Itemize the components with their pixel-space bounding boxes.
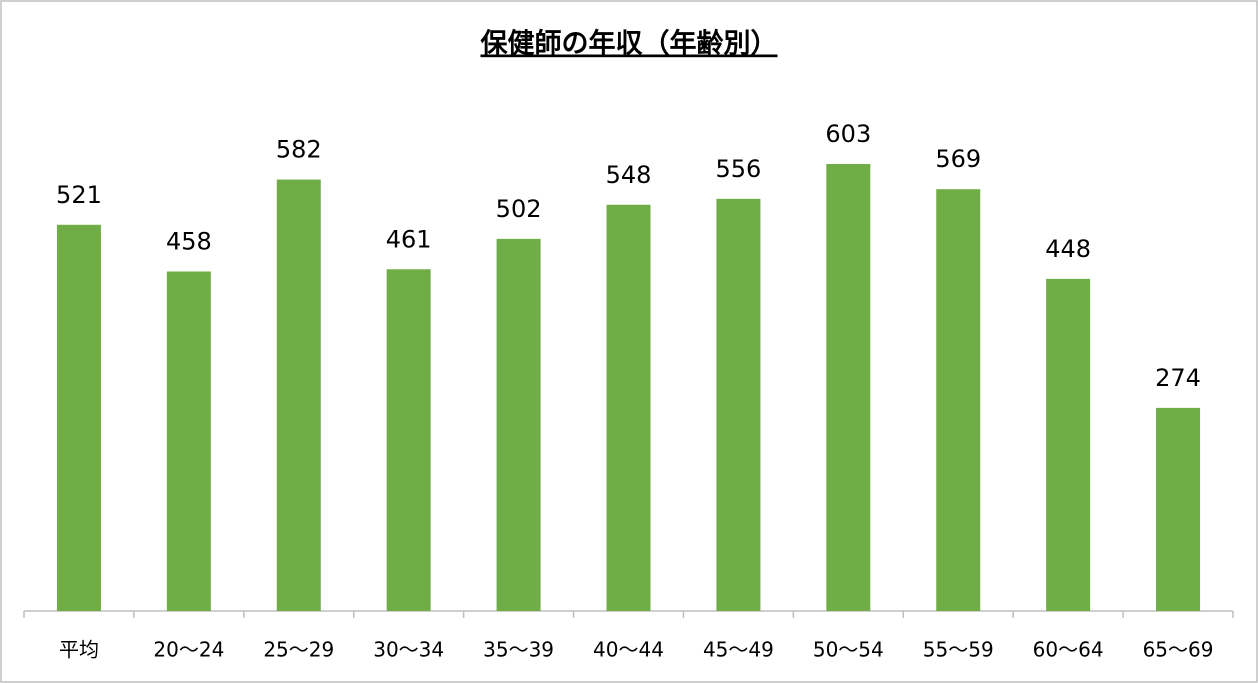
x-tick-label: 35〜39	[483, 638, 554, 662]
data-label: 582	[276, 136, 322, 164]
bar	[826, 164, 871, 611]
data-label: 458	[166, 227, 212, 255]
bar	[1046, 278, 1091, 611]
x-tick-label: 50〜54	[813, 638, 884, 662]
x-tick-label: 65〜69	[1143, 638, 1214, 662]
bar	[56, 224, 101, 611]
data-label: 548	[606, 161, 652, 189]
x-tick-label: 60〜64	[1033, 638, 1104, 662]
data-label: 556	[716, 155, 762, 183]
x-tick-label: 40〜44	[593, 638, 664, 662]
bar	[386, 269, 431, 611]
bar	[166, 271, 211, 611]
x-tick-label: 30〜34	[373, 638, 444, 662]
data-label: 461	[386, 225, 432, 253]
data-label: 603	[825, 120, 871, 148]
data-label: 569	[935, 145, 981, 173]
data-label: 448	[1045, 235, 1091, 263]
data-label: 502	[496, 195, 542, 223]
data-label: 521	[56, 181, 102, 209]
bar	[716, 198, 761, 611]
data-label: 274	[1155, 364, 1201, 392]
x-tick-label: 45〜49	[703, 638, 774, 662]
x-tick-label: 平均	[59, 638, 99, 662]
bar	[1156, 407, 1201, 611]
x-tick-label: 55〜59	[923, 638, 994, 662]
x-tick-label: 25〜29	[263, 638, 334, 662]
x-tick-label: 20〜24	[153, 638, 224, 662]
bar	[276, 179, 321, 611]
chart-title: 保健師の年収（年齢別）	[480, 28, 778, 60]
bar	[496, 238, 541, 611]
bar	[936, 189, 981, 611]
bar	[606, 204, 651, 611]
